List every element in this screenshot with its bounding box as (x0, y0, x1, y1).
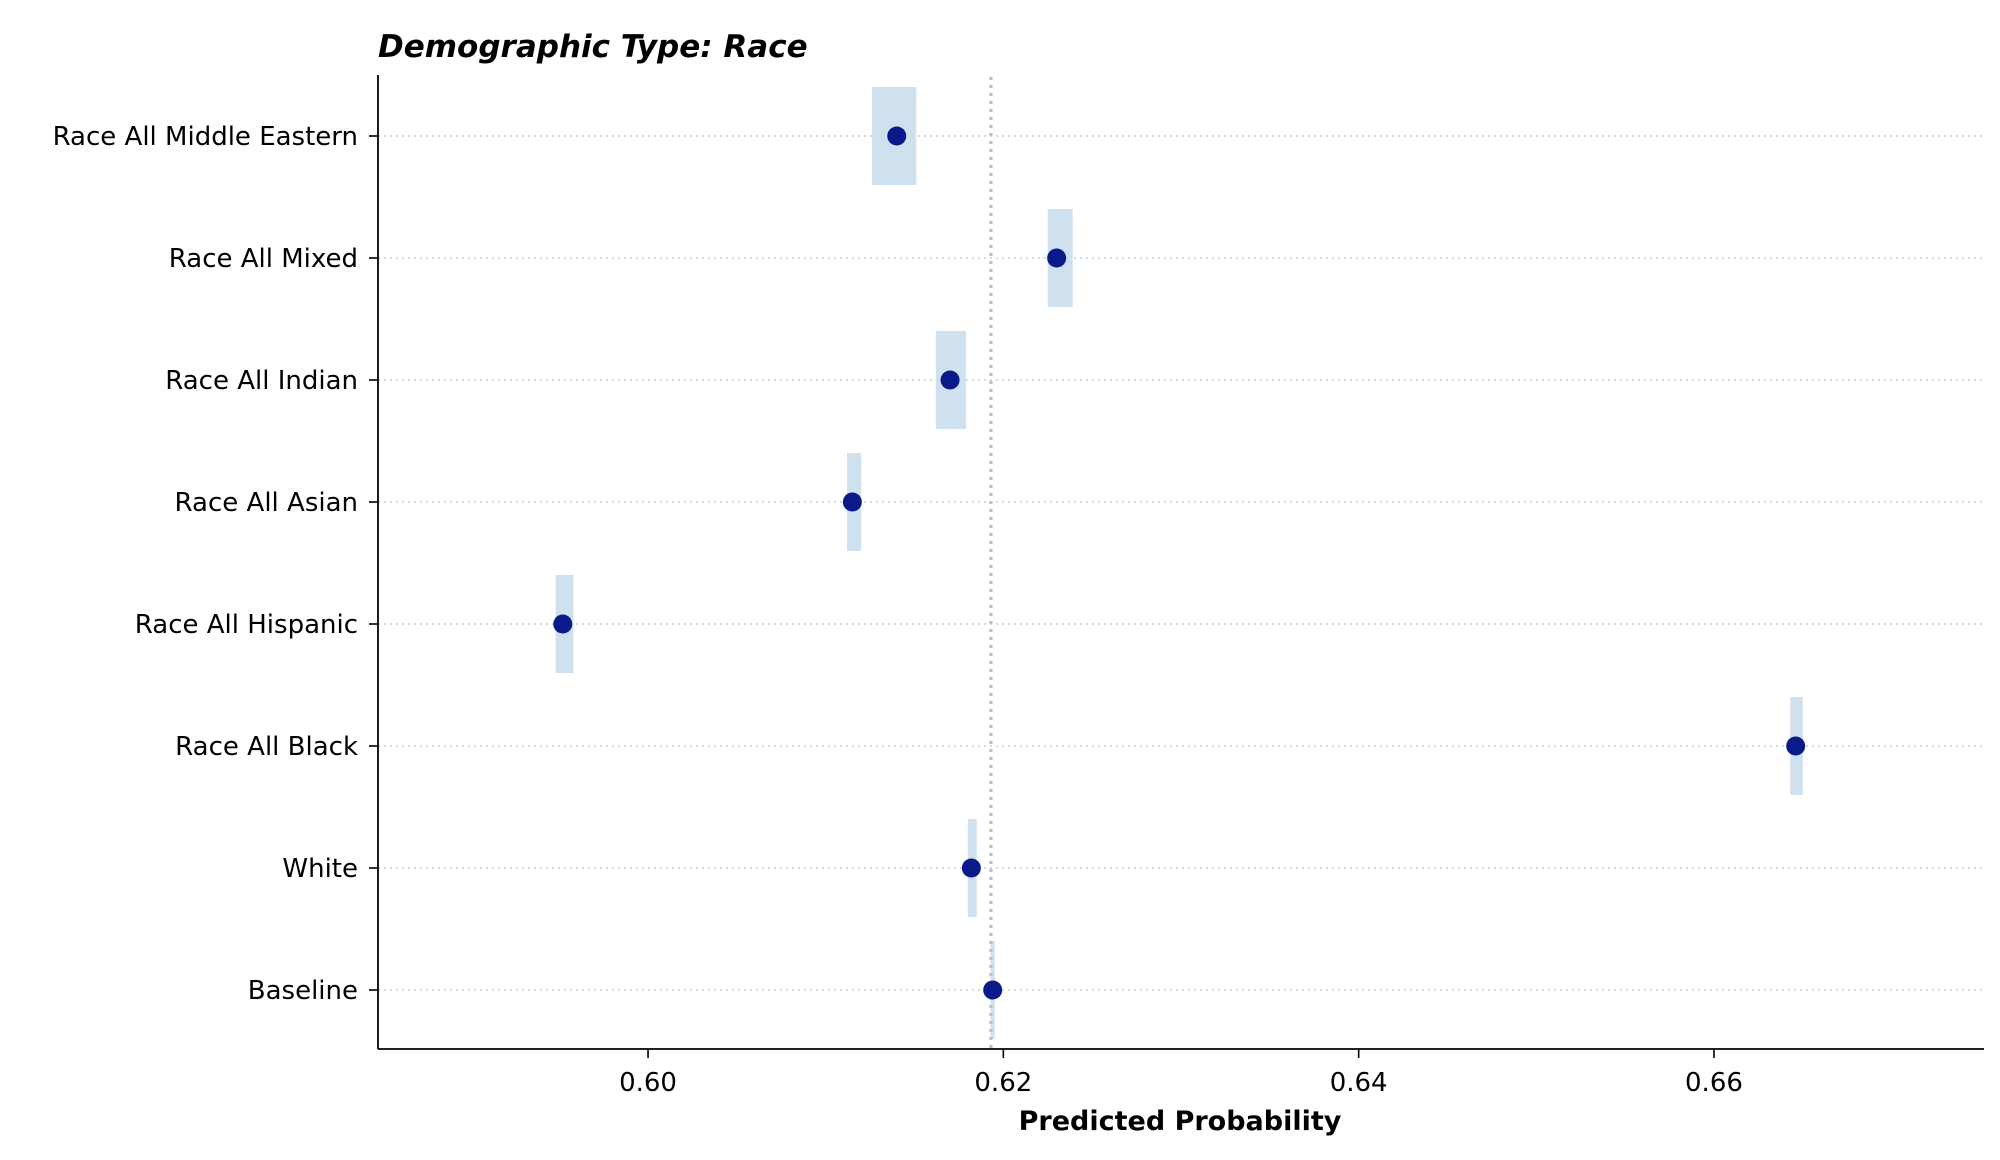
y-tick-label: Baseline (248, 976, 358, 1006)
point-layer (553, 126, 1806, 1000)
chart-title: Demographic Type: Race (378, 29, 808, 65)
y-tick-label: Race All Hispanic (135, 610, 358, 640)
data-point (983, 980, 1003, 1000)
x-tick-label: 0.66 (1685, 1068, 1743, 1098)
y-tick-label: Race All Asian (175, 488, 358, 518)
axes (377, 75, 1984, 1050)
interval-layer (555, 87, 1803, 1039)
data-point (887, 126, 907, 146)
data-point (1047, 248, 1067, 268)
y-tick-label: Race All Mixed (169, 244, 358, 274)
y-tick-label: Race All Indian (165, 366, 358, 396)
grid-layer (378, 135, 1984, 991)
data-point (842, 492, 862, 512)
data-point (961, 858, 981, 878)
y-tick-label: Race All Black (175, 732, 358, 762)
data-point (940, 370, 960, 390)
x-tick-label: 0.60 (619, 1068, 677, 1098)
x-tick-label: 0.62 (974, 1068, 1032, 1098)
x-axis-label: Predicted Probability (1019, 1106, 1342, 1137)
data-point (553, 614, 573, 634)
y-tick-label: Race All Middle Eastern (53, 122, 358, 152)
y-tick-labels: Race All Middle Eastern Race All Mixed Rac… (53, 122, 378, 1006)
y-tick-label: White (282, 854, 358, 884)
x-tick-label: 0.64 (1330, 1068, 1388, 1098)
x-tick-labels: 0.60 0.62 0.64 0.66 (619, 1049, 1743, 1098)
data-point (1786, 736, 1806, 756)
